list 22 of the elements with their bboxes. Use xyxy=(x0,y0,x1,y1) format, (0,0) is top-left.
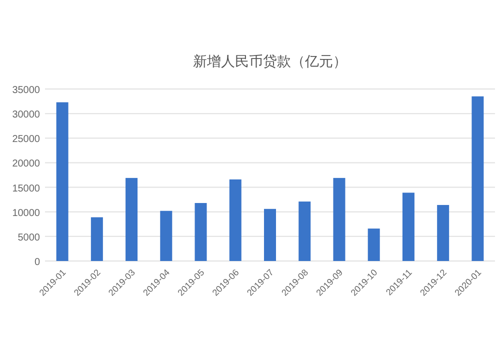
y-tick-label: 15000 xyxy=(12,183,40,194)
bar xyxy=(402,192,414,261)
bar xyxy=(368,228,380,261)
y-tick-label: 20000 xyxy=(12,158,40,170)
bar xyxy=(229,179,242,261)
chart-title: 新增人民币贷款（亿元） xyxy=(193,53,347,69)
bar xyxy=(160,210,172,261)
bar xyxy=(437,204,450,261)
bar xyxy=(333,178,346,261)
bar xyxy=(56,102,68,261)
y-tick-label: 5000 xyxy=(18,232,40,244)
y-tick-label: 25000 xyxy=(12,134,40,146)
bar xyxy=(90,217,103,261)
y-tick-label: 30000 xyxy=(12,110,40,121)
bar xyxy=(472,96,484,261)
bar xyxy=(126,178,138,261)
y-tick-label: 10000 xyxy=(12,208,40,219)
y-tick-label: 35000 xyxy=(12,85,40,96)
y-tick-label: 0 xyxy=(34,257,40,268)
bar xyxy=(298,202,311,261)
bar xyxy=(264,208,276,261)
bar xyxy=(194,203,207,261)
